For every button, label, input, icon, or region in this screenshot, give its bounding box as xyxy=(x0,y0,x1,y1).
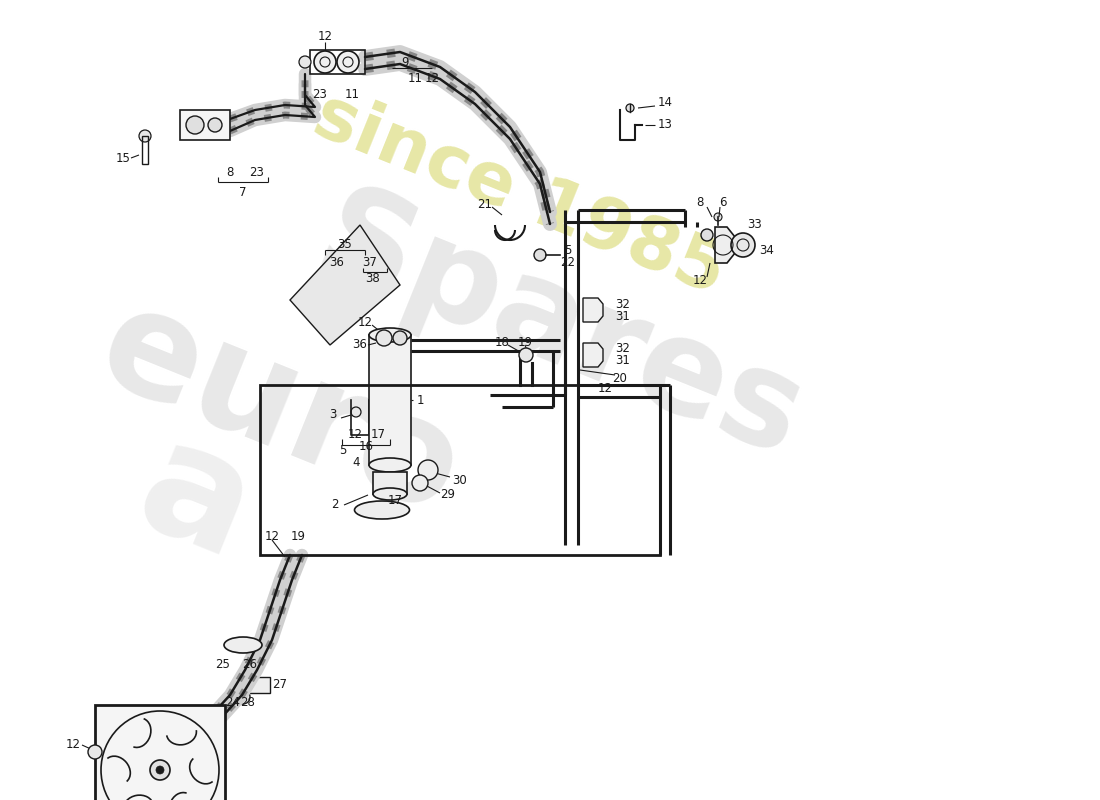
Circle shape xyxy=(314,51,336,73)
Text: 12: 12 xyxy=(348,429,363,442)
Bar xyxy=(142,136,148,164)
Circle shape xyxy=(139,130,151,142)
Text: 6: 6 xyxy=(719,197,727,210)
Text: 11: 11 xyxy=(407,71,422,85)
Text: 36: 36 xyxy=(330,255,344,269)
Circle shape xyxy=(208,118,222,132)
Text: 37: 37 xyxy=(363,255,377,269)
Text: 21: 21 xyxy=(477,198,493,211)
Circle shape xyxy=(412,475,428,491)
Circle shape xyxy=(156,766,164,774)
Ellipse shape xyxy=(373,488,407,500)
Text: 23: 23 xyxy=(250,166,264,178)
Text: 35: 35 xyxy=(338,238,352,251)
Circle shape xyxy=(701,229,713,241)
Text: 22: 22 xyxy=(561,257,575,270)
Circle shape xyxy=(418,460,438,480)
Bar xyxy=(180,110,230,140)
Text: 31: 31 xyxy=(616,310,630,322)
Text: 36: 36 xyxy=(353,338,367,351)
Circle shape xyxy=(519,348,534,362)
Text: since 1985: since 1985 xyxy=(305,81,736,309)
Text: 17: 17 xyxy=(387,494,403,506)
Text: 12: 12 xyxy=(693,274,707,286)
Text: 16: 16 xyxy=(359,441,374,454)
Text: 1: 1 xyxy=(416,394,424,406)
Text: 12: 12 xyxy=(318,30,332,43)
Ellipse shape xyxy=(368,328,411,342)
Text: 5: 5 xyxy=(564,245,572,258)
Text: 5: 5 xyxy=(339,443,346,457)
Circle shape xyxy=(337,51,359,73)
Text: 17: 17 xyxy=(371,429,385,442)
Bar xyxy=(373,472,407,494)
Text: 29: 29 xyxy=(440,489,455,502)
Ellipse shape xyxy=(224,637,262,653)
Circle shape xyxy=(299,56,311,68)
Text: 30: 30 xyxy=(452,474,468,486)
Text: 15: 15 xyxy=(116,151,131,165)
Bar xyxy=(260,385,660,555)
Ellipse shape xyxy=(368,458,411,472)
Text: 27: 27 xyxy=(273,678,287,691)
Circle shape xyxy=(88,745,102,759)
Ellipse shape xyxy=(354,501,409,519)
Text: 12: 12 xyxy=(597,382,613,394)
Text: 3: 3 xyxy=(329,409,337,422)
Text: 11: 11 xyxy=(344,89,360,102)
Circle shape xyxy=(393,331,407,345)
Circle shape xyxy=(186,116,204,134)
Text: 12: 12 xyxy=(425,71,440,85)
Text: 32: 32 xyxy=(616,342,630,355)
Text: 19: 19 xyxy=(290,530,306,543)
Polygon shape xyxy=(715,227,735,263)
Text: 34: 34 xyxy=(760,243,774,257)
Text: 24: 24 xyxy=(226,697,241,710)
Polygon shape xyxy=(290,225,400,345)
Text: 9: 9 xyxy=(402,57,409,70)
Circle shape xyxy=(351,407,361,417)
Text: 32: 32 xyxy=(616,298,630,310)
Text: 19: 19 xyxy=(517,337,532,350)
Text: 31: 31 xyxy=(616,354,630,367)
Circle shape xyxy=(236,690,250,704)
Polygon shape xyxy=(583,298,603,322)
Text: 12: 12 xyxy=(264,530,279,543)
Text: 12: 12 xyxy=(358,317,373,330)
Text: 4: 4 xyxy=(352,455,360,469)
Polygon shape xyxy=(583,343,603,367)
Text: 25: 25 xyxy=(216,658,230,671)
Text: 2: 2 xyxy=(331,498,339,511)
Text: 8: 8 xyxy=(227,166,233,178)
Text: a: a xyxy=(116,408,274,592)
Text: 20: 20 xyxy=(613,371,627,385)
Text: 7: 7 xyxy=(240,186,246,198)
Text: 18: 18 xyxy=(495,337,509,350)
Text: 14: 14 xyxy=(658,95,672,109)
Bar xyxy=(95,705,226,800)
Text: 38: 38 xyxy=(365,271,381,285)
Text: 33: 33 xyxy=(748,218,762,231)
Circle shape xyxy=(626,104,634,112)
Bar xyxy=(246,677,270,693)
Text: 13: 13 xyxy=(658,118,672,131)
Circle shape xyxy=(714,213,722,221)
Text: Spares: Spares xyxy=(299,175,821,485)
Circle shape xyxy=(732,233,755,257)
Text: euro: euro xyxy=(80,274,481,546)
Circle shape xyxy=(534,249,546,261)
Circle shape xyxy=(376,330,392,346)
Text: 12: 12 xyxy=(66,738,80,751)
Bar xyxy=(368,335,411,465)
Text: 26: 26 xyxy=(242,658,257,671)
Text: 23: 23 xyxy=(312,89,328,102)
Text: 8: 8 xyxy=(696,197,704,210)
Circle shape xyxy=(150,760,170,780)
Bar xyxy=(310,50,365,74)
Text: 28: 28 xyxy=(241,697,255,710)
